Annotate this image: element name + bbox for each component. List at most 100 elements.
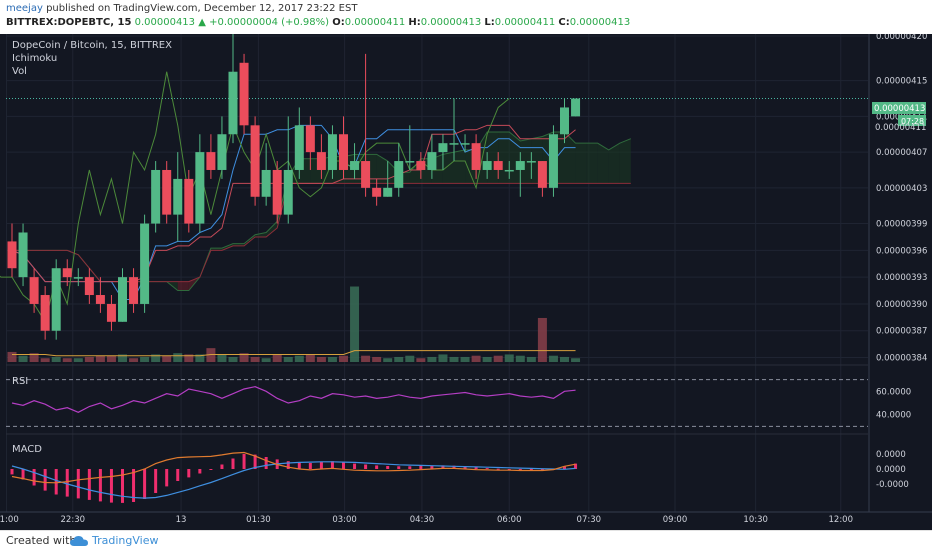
candle-body[interactable] <box>504 169 514 172</box>
price-tick-label: 0.00000415 <box>876 77 927 87</box>
candle-body[interactable] <box>416 161 426 170</box>
candle-body[interactable] <box>394 161 404 188</box>
candle-body[interactable] <box>449 143 459 145</box>
candles[interactable] <box>7 34 581 340</box>
volume-bar <box>151 354 161 362</box>
candle-body[interactable] <box>129 277 139 304</box>
rsi-line <box>11 386 576 413</box>
last-price-badge-text: 0.00000413 <box>874 104 925 114</box>
macd-histogram-bar <box>518 469 522 470</box>
macd-histogram-bar <box>386 466 390 469</box>
volume-bar <box>7 351 17 362</box>
cloud-segment <box>619 138 631 184</box>
macd-histogram-bar <box>353 463 357 469</box>
cloud-segment <box>520 138 532 184</box>
candle-body[interactable] <box>548 134 558 188</box>
legend-vol[interactable]: Vol <box>12 66 27 77</box>
candle-body[interactable] <box>537 161 547 188</box>
cloud-segment <box>221 243 233 251</box>
candle-body[interactable] <box>206 152 216 170</box>
author-link[interactable]: meejay <box>6 3 43 14</box>
candle-body[interactable] <box>316 152 326 170</box>
candle-body[interactable] <box>29 277 39 304</box>
tradingview-link[interactable]: TradingView <box>92 534 159 547</box>
candle-body[interactable] <box>283 169 293 215</box>
candle-body[interactable] <box>272 169 282 215</box>
candle-body[interactable] <box>184 178 194 224</box>
candle-body[interactable] <box>95 295 105 304</box>
candle-body[interactable] <box>40 295 50 331</box>
candle-body[interactable] <box>7 241 17 269</box>
candle-body[interactable] <box>173 178 183 215</box>
volume-bar <box>118 354 127 362</box>
candle-body[interactable] <box>118 277 127 322</box>
macd-histogram-bar <box>375 465 379 469</box>
chart-area[interactable]: 0.00000420 0.00000415 0.00000411 0.00000407… <box>0 34 932 530</box>
last-price: 0.00000413 <box>134 17 196 28</box>
volume-bar <box>62 358 72 362</box>
candle-body[interactable] <box>471 143 481 170</box>
cloud-segment <box>575 143 587 184</box>
candle-body[interactable] <box>460 143 470 145</box>
candle-body[interactable] <box>571 98 581 117</box>
candle-body[interactable] <box>526 161 536 163</box>
volume-bar <box>84 356 94 362</box>
candle-body[interactable] <box>151 169 161 224</box>
volume-bar <box>73 358 83 362</box>
candle-body[interactable] <box>427 152 437 170</box>
close-value: 0.00000413 <box>569 17 631 28</box>
candle-body[interactable] <box>106 303 116 322</box>
cloud-segment <box>210 248 222 251</box>
candle-body[interactable] <box>217 134 227 170</box>
candle-body[interactable] <box>51 268 61 331</box>
candle-body[interactable] <box>361 161 371 188</box>
candle-body[interactable] <box>261 169 271 197</box>
candle-body[interactable] <box>327 134 337 170</box>
candle-body[interactable] <box>493 161 503 170</box>
volume-bar <box>239 353 249 362</box>
macd-histogram-bar <box>231 458 235 469</box>
candle-body[interactable] <box>250 125 260 197</box>
candle-body[interactable] <box>482 161 492 170</box>
volume-ma-line <box>12 350 576 357</box>
candle-body[interactable] <box>84 277 94 296</box>
macd-histogram-bar <box>319 461 323 469</box>
candle-body[interactable] <box>350 161 360 170</box>
macd-histogram-bar <box>308 463 312 469</box>
volume-bar <box>548 355 558 362</box>
macd-histogram-bar <box>397 466 401 469</box>
volume-bar <box>272 354 282 362</box>
macd-histogram-bar <box>430 465 434 469</box>
candle-body[interactable] <box>228 71 238 135</box>
candle-body[interactable] <box>560 107 569 135</box>
candle-body[interactable] <box>339 134 348 170</box>
candle-body[interactable] <box>383 187 393 197</box>
macd-histogram-bar <box>98 469 102 502</box>
candle-body[interactable] <box>305 125 315 153</box>
candle-body[interactable] <box>294 125 304 170</box>
candle-body[interactable] <box>162 169 172 215</box>
volume-bar <box>449 356 459 362</box>
high-label: H: <box>408 17 421 28</box>
legend-ichimoku[interactable]: Ichimoku <box>12 53 57 64</box>
signal-line <box>11 451 576 484</box>
candle-body[interactable] <box>62 268 72 278</box>
candle-body[interactable] <box>195 152 205 224</box>
price-tick-label: 0.00000407 <box>876 148 927 158</box>
cloud-segment <box>564 132 576 184</box>
candle-body[interactable] <box>372 187 382 197</box>
volume-bar <box>283 356 293 362</box>
candle-body[interactable] <box>18 232 28 278</box>
candle-body[interactable] <box>73 277 83 279</box>
candle-body[interactable] <box>438 143 448 153</box>
candle-body[interactable] <box>140 223 150 304</box>
candle-body[interactable] <box>239 62 249 126</box>
rsi-tick-label: 40.0000 <box>876 411 911 421</box>
tradingview-cloud-icon <box>70 536 88 546</box>
time-tick-label: 13 <box>176 515 187 525</box>
macd-line <box>11 461 576 499</box>
candle-body[interactable] <box>405 161 415 163</box>
macd-histogram-bar <box>109 469 113 503</box>
candle-body[interactable] <box>515 161 525 170</box>
volume-bar <box>361 355 371 362</box>
